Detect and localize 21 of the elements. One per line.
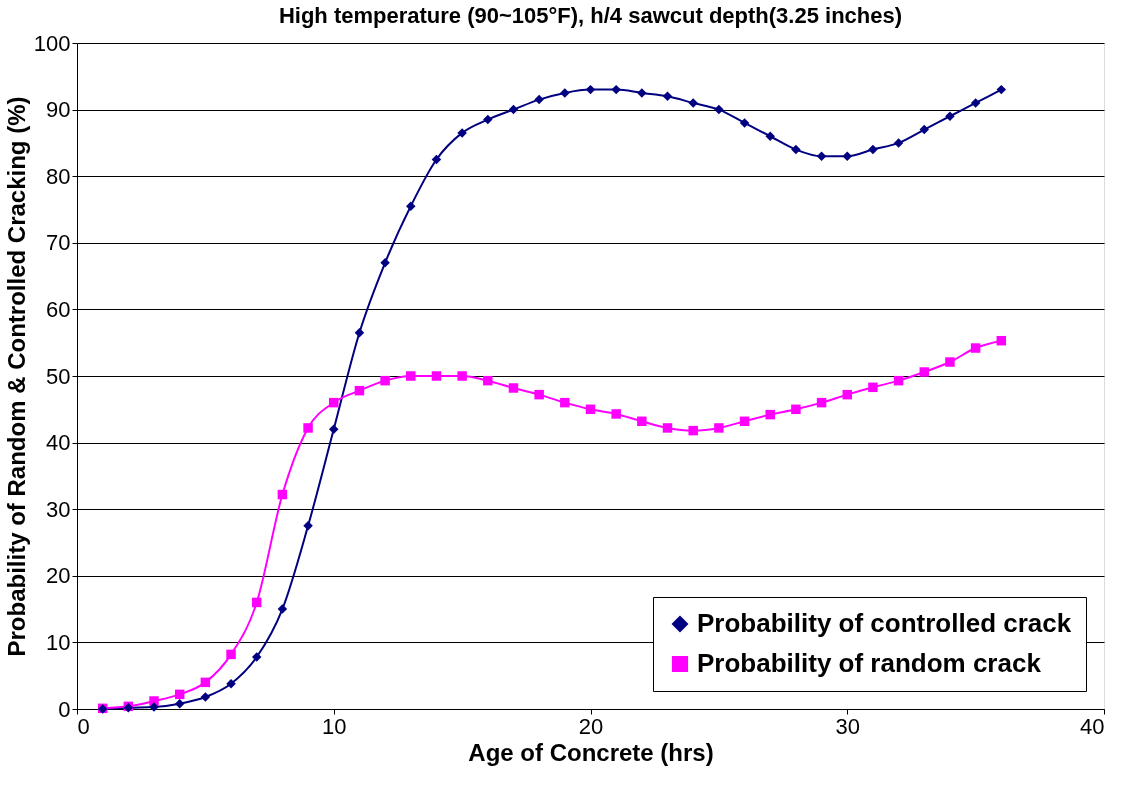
x-tick-label: 0 xyxy=(77,713,90,739)
y-axis-title: Probability of Random & Controlled Cracking (%) xyxy=(2,96,30,657)
chart-title: High temperature (90~105°F), h/4 sawcut depth(3.25 inches) xyxy=(278,3,903,28)
x-tick-label: 20 xyxy=(578,713,604,739)
y-tick-label: 0 xyxy=(58,696,71,722)
y-tick-label: 50 xyxy=(46,363,71,389)
y-tick-label: 80 xyxy=(46,163,71,189)
y-tick-label: 20 xyxy=(46,563,71,589)
y-tick-label: 100 xyxy=(33,30,71,56)
legend-label: Probability of random crack xyxy=(697,648,1042,678)
x-tick-label: 30 xyxy=(835,713,860,739)
y-tick-label: 90 xyxy=(46,97,71,123)
x-tick-label: 10 xyxy=(322,713,347,739)
x-axis-title: Age of Concrete (hrs) xyxy=(468,738,714,766)
y-tick-label: 70 xyxy=(46,230,71,256)
y-tick-label: 40 xyxy=(46,430,71,456)
y-tick-label: 10 xyxy=(46,629,71,655)
legend-label: Probability of controlled crack xyxy=(697,608,1072,638)
x-tick-label: 40 xyxy=(1080,713,1105,739)
y-tick-label: 60 xyxy=(46,296,71,322)
y-tick-label: 30 xyxy=(46,496,71,522)
